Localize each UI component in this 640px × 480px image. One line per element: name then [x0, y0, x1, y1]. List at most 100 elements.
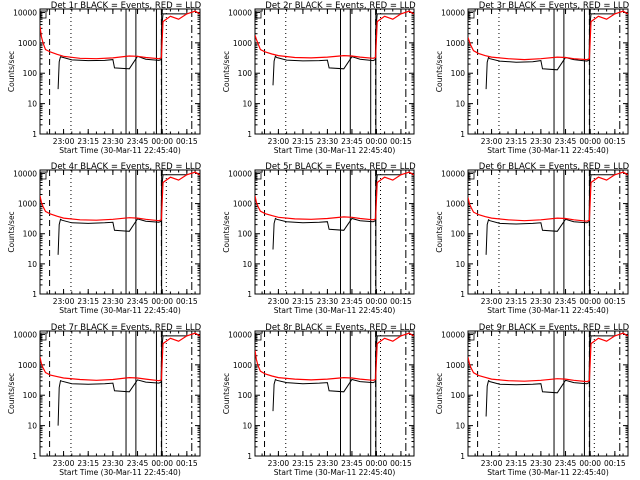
x-axis-label: Start Time (30-Mar-11 22:45:40) — [59, 306, 181, 315]
y-tick-label: 10 — [242, 260, 252, 269]
y-tick-label: 100 — [238, 69, 253, 78]
x-tick-label: 00:15 — [604, 297, 626, 306]
y-tick-label: 10000 — [228, 8, 252, 17]
x-axis-label: Start Time (30-Mar-11 22:45:40) — [274, 306, 396, 315]
y-tick-label: 1000 — [446, 200, 465, 209]
x-tick-label: 00:00 — [151, 137, 173, 146]
x-tick-label: 23:45 — [127, 297, 149, 306]
plot-frame — [467, 8, 629, 135]
plot-frame — [39, 169, 201, 295]
plot-frame — [254, 330, 415, 457]
y-tick-label: 100 — [451, 230, 466, 239]
y-axis-label: Counts/sec — [435, 373, 444, 414]
x-tick-label: 23:00 — [268, 137, 290, 146]
x-tick-label: 23:30 — [530, 137, 552, 146]
x-tick-label: 23:00 — [53, 297, 75, 306]
panel-title: Det 5r BLACK = Events, RED = LLD — [265, 162, 416, 172]
panel-corner-marker — [40, 332, 47, 341]
panel-corner-marker — [255, 10, 262, 19]
x-tick-label: 23:30 — [102, 137, 124, 146]
lld-series-line — [255, 332, 414, 381]
x-tick-label: 23:15 — [77, 297, 99, 306]
x-tick-label: 00:15 — [390, 459, 412, 468]
panel-title: Det 6r BLACK = Events, RED = LLD — [479, 162, 630, 172]
y-tick-label: 100 — [23, 230, 38, 239]
panel-corner-marker — [468, 171, 475, 180]
panel-title: Det 4r BLACK = Events, RED = LLD — [51, 162, 202, 172]
lld-series-line — [40, 10, 200, 60]
x-tick-label: 00:00 — [579, 137, 601, 146]
x-tick-label: 23:00 — [481, 297, 503, 306]
panel-title: Det 8r BLACK = Events, RED = LLD — [265, 323, 416, 333]
x-tick-label: 00:00 — [151, 297, 173, 306]
y-tick-label: 10 — [455, 260, 465, 269]
lld-series-line — [255, 171, 414, 221]
x-tick-label: 23:15 — [505, 137, 527, 146]
x-tick-label: 23:45 — [555, 137, 577, 146]
detector-panel-4: Det 4r BLACK = Events, RED = LLD 1 10 100 10… — [7, 162, 202, 315]
x-tick-label: 23:30 — [530, 459, 552, 468]
y-tick-label: 10 — [27, 260, 37, 269]
y-tick-label: 10000 — [228, 169, 252, 178]
x-tick-label: 00:15 — [604, 459, 626, 468]
plot-frame — [254, 8, 415, 135]
y-axis-label: Counts/sec — [222, 373, 231, 414]
x-tick-label: 00:00 — [366, 137, 388, 146]
detector-panel-1: Det 1r BLACK = Events, RED = LLD 1 10 100 10… — [7, 1, 202, 155]
x-tick-label: 23:15 — [77, 137, 99, 146]
x-tick-label: 23:00 — [481, 459, 503, 468]
y-axis-label: Counts/sec — [7, 373, 16, 414]
y-tick-label: 10000 — [13, 8, 37, 17]
lld-series-line — [255, 10, 414, 59]
events-series-line — [57, 13, 187, 90]
y-axis-label: Counts/sec — [435, 211, 444, 252]
detector-panel-8: Det 8r BLACK = Events, RED = LLD 1 10 100 10… — [222, 323, 416, 477]
y-axis-label: Counts/sec — [7, 211, 16, 252]
x-axis-label: Start Time (30-Mar-11 22:45:40) — [487, 146, 609, 155]
detector-panel-7: Det 7r BLACK = Events, RED = LLD 1 10 100 10… — [7, 323, 202, 477]
y-tick-label: 1 — [460, 290, 465, 299]
x-tick-label: 23:00 — [53, 459, 75, 468]
y-tick-label: 10 — [242, 422, 252, 431]
events-series-line — [272, 13, 401, 86]
x-tick-label: 23:45 — [341, 137, 363, 146]
y-tick-label: 1 — [247, 130, 252, 139]
y-tick-label: 1000 — [18, 39, 37, 48]
x-tick-label: 23:15 — [77, 459, 99, 468]
y-tick-label: 1 — [460, 130, 465, 139]
events-series-line — [485, 13, 615, 90]
x-tick-label: 23:30 — [317, 137, 339, 146]
x-tick-label: 23:45 — [555, 459, 577, 468]
y-tick-label: 1000 — [233, 39, 252, 48]
events-series-line — [57, 335, 187, 426]
x-tick-label: 00:15 — [176, 297, 198, 306]
panel-title: Det 3r BLACK = Events, RED = LLD — [479, 1, 630, 11]
x-tick-label: 23:30 — [317, 459, 339, 468]
y-tick-label: 10 — [27, 100, 37, 109]
events-series-line — [272, 174, 401, 250]
x-axis-label: Start Time (30-Mar-11 22:45:40) — [487, 306, 609, 315]
x-tick-label: 23:15 — [292, 137, 314, 146]
x-tick-label: 00:00 — [579, 459, 601, 468]
x-tick-label: 23:45 — [127, 137, 149, 146]
y-tick-label: 100 — [238, 230, 253, 239]
plot-frame — [467, 330, 629, 457]
y-tick-label: 10000 — [228, 330, 252, 339]
detector-panel-6: Det 6r BLACK = Events, RED = LLD 1 10 100 10… — [435, 162, 630, 315]
y-tick-label: 100 — [23, 69, 38, 78]
events-series-line — [485, 174, 615, 255]
lld-series-line — [40, 332, 200, 382]
y-tick-label: 1 — [247, 290, 252, 299]
x-axis-label: Start Time (30-Mar-11 22:45:40) — [274, 468, 396, 477]
x-tick-label: 00:00 — [366, 459, 388, 468]
plot-frame — [254, 169, 415, 295]
y-tick-label: 1000 — [446, 39, 465, 48]
x-tick-label: 00:00 — [151, 459, 173, 468]
y-tick-label: 10 — [242, 100, 252, 109]
x-tick-label: 23:00 — [53, 137, 75, 146]
panel-title: Det 2r BLACK = Events, RED = LLD — [265, 1, 416, 11]
panel-title: Det 1r BLACK = Events, RED = LLD — [51, 1, 202, 11]
y-tick-label: 1000 — [18, 200, 37, 209]
y-axis-label: Counts/sec — [222, 51, 231, 92]
y-tick-label: 1000 — [446, 361, 465, 370]
